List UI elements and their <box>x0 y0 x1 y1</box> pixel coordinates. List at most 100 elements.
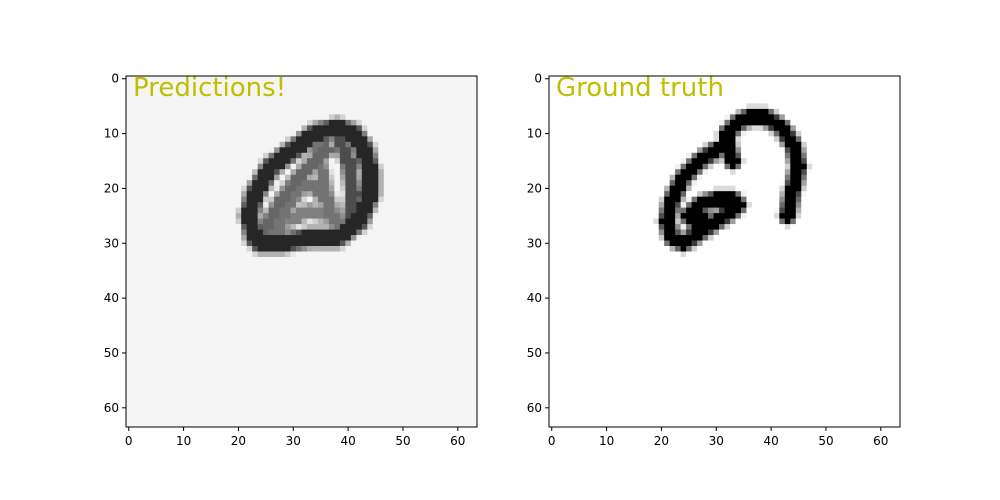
pixel-cell <box>285 388 291 395</box>
pixel-cell <box>169 322 176 329</box>
pixel-cell <box>422 361 428 368</box>
pixel-cell <box>394 169 401 176</box>
pixel-cell <box>466 180 472 187</box>
pixel-cell <box>675 147 681 154</box>
pixel-cell <box>350 256 357 263</box>
pixel-cell <box>444 273 450 280</box>
pixel-cell <box>131 174 138 181</box>
x-tick-label: 0 <box>125 434 133 448</box>
pixel-cell <box>664 130 671 137</box>
pixel-cell <box>405 218 412 225</box>
pixel-cell <box>296 416 302 422</box>
pixel-cell <box>301 383 308 389</box>
pixel-cell <box>372 399 379 406</box>
pixel-cell <box>191 278 198 285</box>
pixel-cell <box>274 344 280 351</box>
pixel-cell <box>389 355 396 362</box>
pixel-cell <box>400 169 407 176</box>
pixel-cell <box>549 103 555 110</box>
pixel-cell <box>378 196 385 203</box>
pixel-cell <box>471 284 478 291</box>
pixel-cell <box>296 240 302 247</box>
pixel-cell <box>757 119 764 126</box>
pixel-cell <box>823 136 830 143</box>
pixel-cell <box>301 185 308 192</box>
pixel-cell <box>856 125 862 132</box>
pixel-cell <box>202 377 209 384</box>
pixel-cell <box>290 267 297 274</box>
pixel-cell <box>383 235 390 241</box>
pixel-cell <box>795 108 802 115</box>
pixel-cell <box>175 125 182 132</box>
pixel-cell <box>142 218 149 225</box>
pixel-cell <box>268 103 275 110</box>
pixel-cell <box>158 262 165 269</box>
pixel-cell <box>230 416 237 422</box>
pixel-cell <box>180 405 187 411</box>
pixel-cell <box>169 76 176 82</box>
pixel-cell <box>186 355 193 362</box>
pixel-cell <box>894 108 901 115</box>
pixel-cell <box>186 388 193 395</box>
pixel-cell <box>614 125 621 132</box>
pixel-cell <box>411 246 418 252</box>
pixel-cell <box>735 81 742 88</box>
pixel-cell <box>790 114 797 121</box>
pixel-cell <box>158 405 165 411</box>
pixel-cell <box>389 399 396 406</box>
pixel-cell <box>339 322 346 329</box>
pixel-cell <box>411 306 418 313</box>
pixel-cell <box>806 103 813 110</box>
pixel-cell <box>416 114 423 121</box>
pixel-cell <box>268 119 275 126</box>
pixel-cell <box>186 328 193 335</box>
pixel-cell <box>460 317 467 324</box>
pixel-cell <box>274 125 280 132</box>
pixel-cell <box>746 92 753 99</box>
pixel-cell <box>323 416 330 422</box>
pixel-cell <box>285 136 291 143</box>
pixel-cell <box>257 235 264 241</box>
pixel-cell <box>422 125 428 132</box>
pixel-cell <box>224 196 231 203</box>
pixel-cell <box>169 333 176 340</box>
pixel-cell <box>235 147 242 154</box>
pixel-cell <box>631 114 638 121</box>
pixel-cell <box>697 130 703 137</box>
pixel-cell <box>686 136 692 143</box>
pixel-cell <box>460 213 467 219</box>
pixel-cell <box>197 163 204 170</box>
pixel-cell <box>389 278 396 285</box>
pixel-cell <box>164 81 171 88</box>
pixel-cell <box>208 81 215 88</box>
pixel-cell <box>263 97 269 104</box>
pixel-cell <box>339 191 346 198</box>
pixel-cell <box>241 196 248 203</box>
pixel-cell <box>350 92 357 99</box>
pixel-cell <box>361 152 368 159</box>
pixel-cell <box>433 125 439 132</box>
pixel-cell <box>147 284 154 291</box>
pixel-cell <box>394 317 401 324</box>
pixel-cell <box>455 224 461 230</box>
pixel-cell <box>224 405 231 411</box>
pixel-cell <box>131 152 138 159</box>
pixel-cell <box>257 136 264 143</box>
pixel-cell <box>224 300 231 307</box>
pixel-cell <box>339 119 346 126</box>
pixel-cell <box>466 125 472 132</box>
pixel-cell <box>367 191 374 198</box>
pixel-cell <box>471 141 478 148</box>
pixel-cell <box>372 152 379 159</box>
pixel-cell <box>422 317 428 324</box>
pixel-cell <box>164 130 171 137</box>
pixel-cell <box>241 394 248 400</box>
pixel-cell <box>334 136 341 143</box>
pixel-cell <box>361 262 368 269</box>
pixel-cell <box>394 81 401 88</box>
pixel-cell <box>180 196 187 203</box>
pixel-cell <box>136 191 143 198</box>
pixel-cell <box>675 92 681 99</box>
pixel-cell <box>126 136 132 143</box>
pixel-cell <box>383 229 390 236</box>
